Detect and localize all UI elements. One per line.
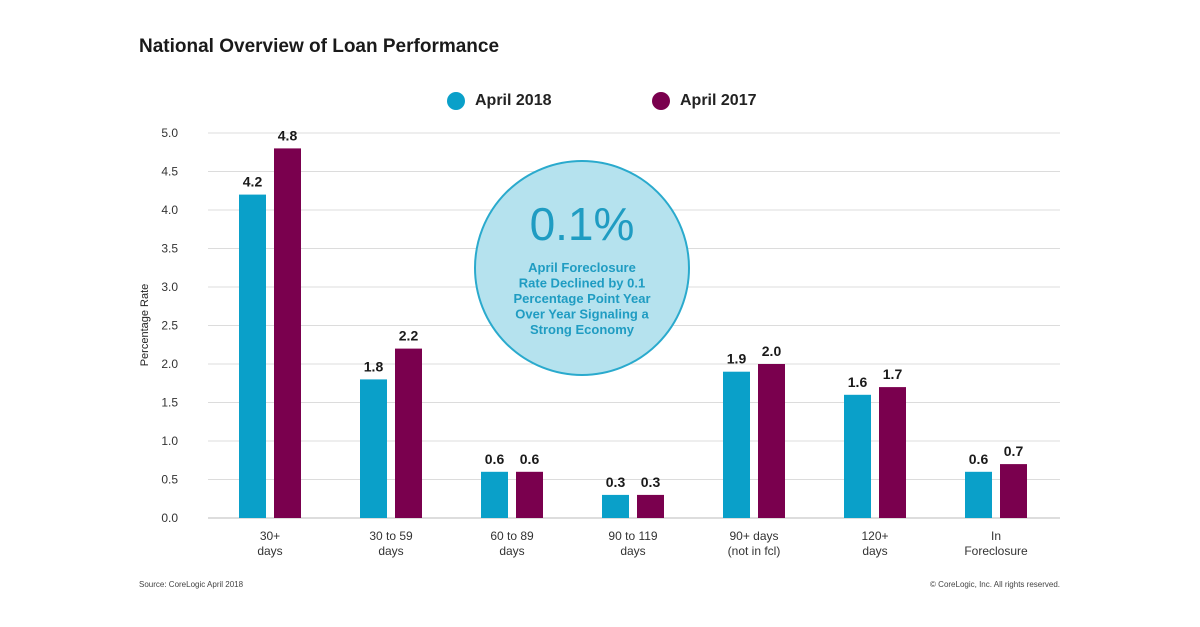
- annotation-circle: [474, 160, 690, 376]
- annotation-text-line: Percentage Point Year: [513, 291, 650, 306]
- x-tick-label: days: [257, 544, 282, 558]
- bar-april-2018: [602, 494, 629, 518]
- legend-label: April 2017: [680, 92, 757, 109]
- bar-april-2018: [844, 394, 871, 518]
- bar-april-2017: [1000, 464, 1027, 518]
- data-label: 0.3: [641, 474, 661, 490]
- data-label: 4.2: [243, 174, 263, 190]
- annotation-text-line: Rate Declined by 0.1: [519, 276, 645, 291]
- x-tick-label: (not in fcl): [728, 544, 781, 558]
- data-label: 0.6: [520, 451, 540, 467]
- legend-item-april-2017: April 2017: [652, 92, 756, 110]
- annotation-text-line: Over Year Signaling a: [515, 307, 649, 322]
- y-tick-label: 1.5: [161, 396, 178, 410]
- x-tick-label: days: [862, 544, 887, 558]
- bar-april-2018: [481, 471, 508, 518]
- x-tick-label: Foreclosure: [964, 544, 1028, 558]
- x-tick-label: 120+: [861, 529, 888, 543]
- bar-april-2018: [965, 471, 992, 518]
- data-label: 0.7: [1004, 443, 1024, 459]
- bar-april-2018: [360, 379, 387, 518]
- source-note: Source: CoreLogic April 2018: [139, 580, 244, 589]
- x-tick-label: 90 to 119: [608, 529, 657, 543]
- y-tick-label: 0.5: [161, 473, 178, 487]
- chart-title: National Overview of Loan Performance: [139, 36, 500, 57]
- x-tick-label: In: [991, 529, 1001, 543]
- data-label: 4.8: [278, 127, 298, 143]
- data-label: 1.7: [883, 366, 903, 382]
- data-label: 1.9: [727, 351, 747, 367]
- legend-swatch-icon: [652, 92, 670, 110]
- bar-april-2017: [516, 471, 543, 518]
- x-tick-label: days: [378, 544, 403, 558]
- legend-item-april-2018: April 2018: [447, 92, 551, 110]
- y-tick-label: 1.0: [161, 434, 178, 448]
- data-label: 2.0: [762, 343, 782, 359]
- x-tick-label: 90+ days: [729, 529, 778, 543]
- x-tick-label: 30+: [260, 529, 280, 543]
- data-label: 1.6: [848, 374, 868, 390]
- annotation-text-line: April Foreclosure: [528, 260, 636, 275]
- copyright-note: © CoreLogic, Inc. All rights reserved.: [930, 580, 1060, 589]
- x-tick-label: 30 to 59: [369, 529, 413, 543]
- bar-april-2017: [758, 364, 785, 518]
- bar-april-2018: [723, 371, 750, 518]
- annotation-text-line: Strong Economy: [530, 322, 635, 337]
- y-tick-label: 0.0: [161, 511, 178, 525]
- x-tick-label: days: [620, 544, 645, 558]
- y-tick-label: 2.0: [161, 357, 178, 371]
- data-label: 0.6: [969, 451, 989, 467]
- y-tick-label: 4.5: [161, 165, 178, 179]
- legend-swatch-icon: [447, 92, 465, 110]
- x-tick-label: days: [499, 544, 524, 558]
- y-tick-label: 2.5: [161, 319, 178, 333]
- bar-april-2017: [879, 387, 906, 518]
- bar-april-2018: [239, 194, 266, 518]
- data-label: 0.3: [606, 474, 626, 490]
- annotation-headline: 0.1%: [530, 198, 635, 250]
- bar-april-2017: [637, 494, 664, 518]
- x-tick-label: 60 to 89: [490, 529, 534, 543]
- data-label: 0.6: [485, 451, 505, 467]
- y-tick-label: 5.0: [161, 126, 178, 140]
- y-tick-label: 4.0: [161, 203, 178, 217]
- bar-april-2017: [395, 348, 422, 518]
- data-label: 1.8: [364, 358, 384, 374]
- y-tick-label: 3.5: [161, 242, 178, 256]
- bar-april-2017: [274, 148, 301, 518]
- legend-label: April 2018: [475, 92, 552, 109]
- y-axis-label: Percentage Rate: [139, 284, 151, 367]
- data-label: 2.2: [399, 328, 419, 344]
- y-tick-label: 3.0: [161, 280, 178, 294]
